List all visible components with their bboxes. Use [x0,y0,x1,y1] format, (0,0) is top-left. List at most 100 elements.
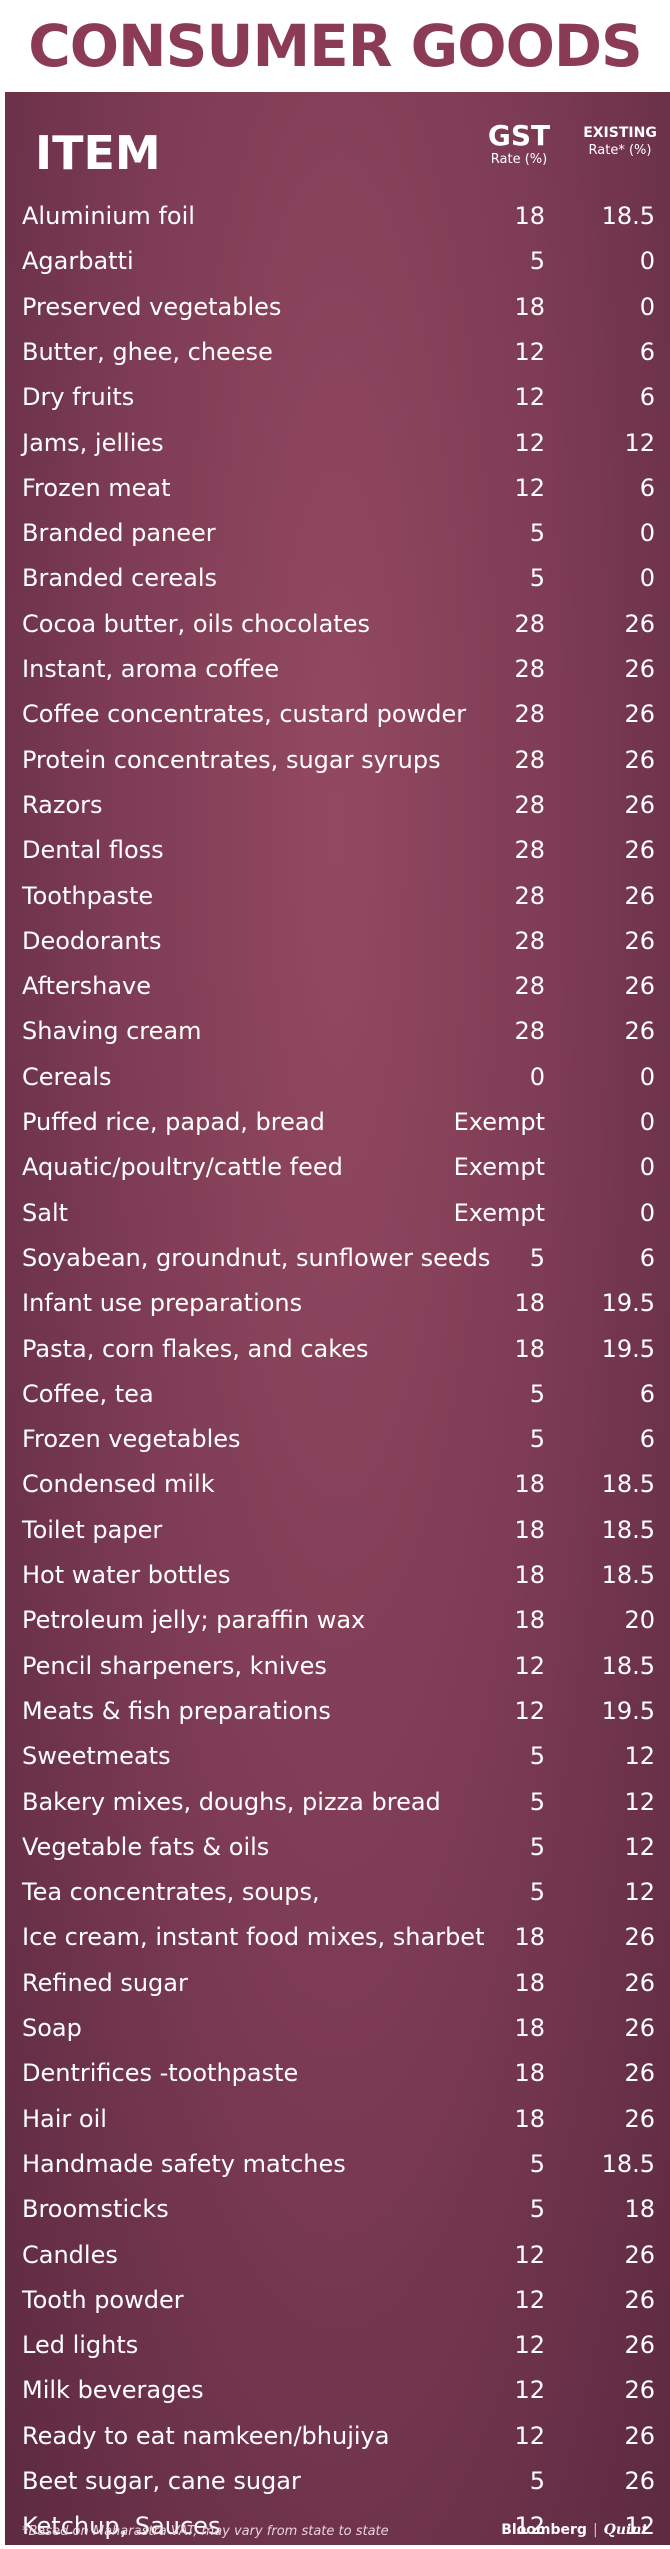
table-row: Soyabean, groundnut, sunflower seeds 5 6 [5,1236,670,1281]
existing-header-title: EXISTING [583,125,657,141]
gst-rate-cell: 18 [514,202,545,230]
table-row: Beet sugar, cane sugar 5 26 [5,2459,670,2504]
existing-rate-cell: 18.5 [601,2149,655,2178]
gst-rate-cell: 5 [529,1787,545,1816]
gst-rate-cell: 18 [514,1561,545,1589]
gst-rate-cell: 12 [514,2331,545,2360]
item-cell: Preserved vegetables [22,292,282,321]
existing-rate-cell: 6 [639,1379,655,1408]
page-title: CONSUMER GOODS [0,0,670,92]
gst-rate-cell: 28 [514,972,545,1001]
table-row: Condensed milk 18 18.5 [5,1462,670,1507]
item-cell: Soyabean, groundnut, sunflower seeds [22,1243,491,1272]
existing-rate-cell: 18.5 [601,202,655,230]
gst-rate-cell: 12 [514,2376,545,2405]
item-cell: Handmade safety matches [22,2149,346,2178]
item-cell: Frozen meat [22,473,171,502]
table-row: Coffee concentrates, custard powder 28 26 [5,692,670,737]
existing-rate-cell: 26 [624,609,655,638]
existing-rate-cell: 18.5 [601,1470,655,1499]
table-row: Meats & fish preparations 12 19.5 [5,1689,670,1734]
item-cell: Protein concentrates, sugar syrups [22,745,441,774]
table-row: Infant use preparations 18 19.5 [5,1281,670,1326]
table-row: Jams, jellies 12 12 [5,421,670,466]
gst-rate-cell: 5 [529,1832,545,1861]
existing-rate-cell: 26 [624,2421,655,2450]
item-cell: Frozen vegetables [22,1425,241,1454]
gst-rate-cell: 18 [514,1606,545,1635]
table-row: Ice cream, instant food mixes, sharbet 18… [5,1915,670,1960]
gst-rate-cell: 5 [529,2467,545,2495]
existing-rate-cell: 26 [624,2467,655,2495]
item-cell: Salt [22,1198,69,1227]
table-row: Hair oil 18 26 [5,2097,670,2142]
item-cell: Refined sugar [22,1968,188,1997]
item-cell: Meats & fish preparations [22,1696,331,1725]
item-cell: Condensed milk [22,1470,215,1499]
item-cell: Butter, ghee, cheese [22,337,273,366]
table-row: Salt Exempt 0 [5,1191,670,1236]
existing-rate-cell: 0 [639,519,655,548]
item-cell: Ready to eat namkeen/bhujiya [22,2421,390,2450]
existing-rate-cell: 0 [639,247,655,276]
existing-rate-cell: 26 [624,2104,655,2133]
table-row: Tooth powder 12 26 [5,2278,670,2323]
table-row: Frozen meat 12 6 [5,466,670,511]
table-row: Hot water bottles 18 18.5 [5,1553,670,1598]
existing-rate-cell: 0 [639,1198,655,1227]
gst-rate-cell: 12 [514,2421,545,2450]
item-cell: Deodorants [22,926,162,955]
item-column-header: ITEM [35,126,161,180]
table-row: Toilet paper 18 18.5 [5,1508,670,1553]
gst-rate-cell: 18 [514,1968,545,1997]
existing-rate-cell: 0 [639,564,655,593]
table-row: Tea concentrates, soups, 5 12 [5,1870,670,1915]
item-cell: Led lights [22,2331,139,2360]
item-cell: Tooth powder [22,2285,184,2314]
gst-rate-cell: 12 [514,1651,545,1680]
existing-rate-cell: 26 [624,926,655,955]
item-cell: Aftershave [22,972,152,1001]
item-cell: Sweetmeats [22,1742,171,1771]
item-cell: Dry fruits [22,383,135,412]
existing-rate-cell: 26 [624,2059,655,2088]
existing-rate-cell: 12 [624,1832,655,1861]
gst-rate-cell: 5 [529,1742,545,1771]
table-row: Soap 18 26 [5,2006,670,2051]
existing-rate-cell: 6 [639,1425,655,1454]
item-cell: Aluminium foil [22,202,195,230]
existing-header-subtitle: Rate* (%) [588,143,652,158]
gst-rate-cell: 18 [514,1470,545,1499]
gst-rate-cell: 28 [514,881,545,910]
table-row: Razors 28 26 [5,783,670,828]
item-cell: Aquatic/poultry/cattle feed [22,1153,343,1182]
table-row: Petroleum jelly; paraffin wax 18 20 [5,1598,670,1643]
table-row: Sweetmeats 5 12 [5,1734,670,1779]
gst-rate-cell: Exempt [453,1108,545,1136]
item-cell: Beet sugar, cane sugar [22,2467,301,2495]
gst-rate-cell: 28 [514,655,545,683]
item-cell: Coffee concentrates, custard powder [22,700,467,729]
item-cell: Vegetable fats & oils [22,1832,270,1861]
gst-column-header: GST Rate (%) [483,122,555,167]
existing-rate-cell: 26 [624,790,655,819]
table-row: Branded paneer 5 0 [5,511,670,556]
gst-rate-cell: 18 [514,2104,545,2133]
gst-rate-cell: 12 [514,2240,545,2269]
item-cell: Tea concentrates, soups, [22,1878,320,1907]
existing-rate-cell: 18 [624,2195,655,2224]
table-row: Cereals 0 0 [5,1055,670,1100]
item-cell: Toothpaste [22,881,154,910]
item-cell: Puffed rice, papad, bread [22,1108,325,1136]
item-cell: Cereals [22,1062,112,1091]
existing-rate-cell: 26 [624,655,655,683]
table-row: Frozen vegetables 5 6 [5,1417,670,1462]
existing-rate-cell: 26 [624,1968,655,1997]
table-row: Preserved vegetables 18 0 [5,285,670,330]
item-cell: Dental floss [22,836,164,865]
existing-rate-cell: 26 [624,1923,655,1952]
gst-rate-cell: 28 [514,609,545,638]
table-row: Candles 12 26 [5,2233,670,2278]
existing-rate-cell: 18.5 [601,1515,655,1544]
gst-rate-cell: 5 [529,2195,545,2224]
